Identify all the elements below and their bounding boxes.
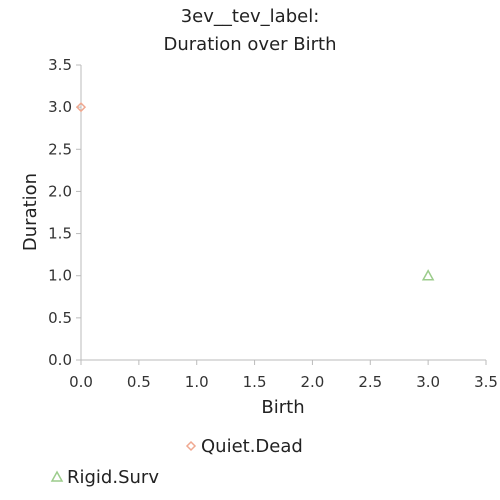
x-axis-title: Birth xyxy=(261,397,304,418)
y-tick-label: 2.5 xyxy=(48,140,72,158)
y-tick-label: 3.5 xyxy=(48,56,72,74)
x-tick-label: 2.0 xyxy=(300,373,324,391)
y-tick-label: 2.0 xyxy=(48,182,72,200)
x-tick-label: 0.0 xyxy=(69,373,93,391)
x-tick-label: 2.5 xyxy=(358,373,382,391)
x-tick-label: 1.5 xyxy=(243,373,267,391)
data-points xyxy=(75,102,435,281)
y-tick-label: 0.0 xyxy=(48,351,72,369)
y-tick-label: 1.0 xyxy=(48,267,72,285)
tick-labels: 0.0 0.5 1.0 1.5 2.0 2.5 3.0 3.5 0.0 0.5 1.0 1.5 2.0 2… xyxy=(48,56,498,391)
legend: Quiet.Dead Rigid.Surv xyxy=(50,436,303,488)
data-point-rigid-surv xyxy=(421,269,435,281)
axes xyxy=(76,64,487,365)
x-tick-label: 3.0 xyxy=(416,373,440,391)
legend-label: Quiet.Dead xyxy=(201,436,303,457)
x-tick-label: 0.5 xyxy=(127,373,151,391)
chart-title-line-2: Duration over Birth xyxy=(164,34,337,55)
data-point-quiet-dead xyxy=(75,102,87,113)
chart-title-line-1: 3ev__tev_label: xyxy=(181,6,320,27)
y-tick-label: 1.5 xyxy=(48,225,72,243)
legend-label: Rigid.Surv xyxy=(67,467,159,488)
x-tick-label: 1.0 xyxy=(185,373,209,391)
y-axis-title: Duration xyxy=(20,173,41,251)
legend-marker-quiet-dead xyxy=(185,440,197,452)
y-tick-label: 3.0 xyxy=(48,98,72,116)
y-tick-label: 0.5 xyxy=(48,309,72,327)
legend-marker-rigid-surv xyxy=(50,470,64,482)
x-tick-label: 3.5 xyxy=(474,373,498,391)
